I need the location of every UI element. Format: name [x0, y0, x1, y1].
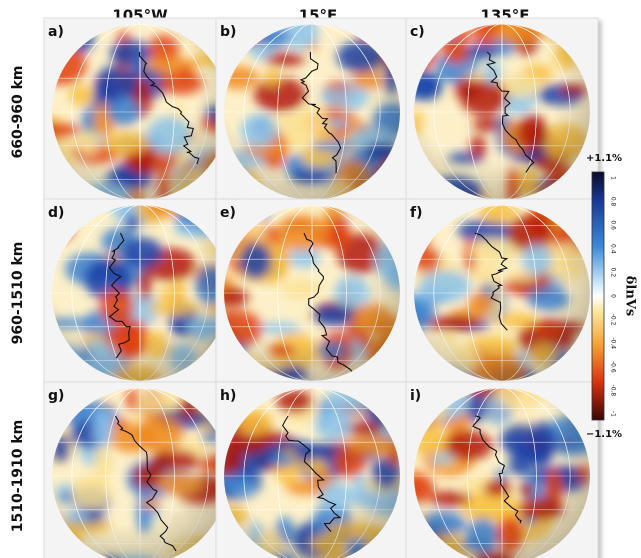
colorbar-tick-label: 0.4 [610, 244, 617, 254]
panel-label: a) [48, 24, 64, 40]
panel-label: b) [220, 24, 236, 40]
panel-label: f) [410, 205, 423, 221]
colorbar-tick-label: 0 [610, 294, 617, 298]
row-label: 960-1510 km [10, 242, 26, 345]
globe-shade [414, 388, 590, 558]
colorbar-max: +1.1% [586, 153, 622, 164]
row-label: 1510-1910 km [10, 420, 26, 533]
globe-shade [224, 205, 400, 381]
panel-label: e) [220, 205, 236, 221]
colorbar-tick-label: -1 [610, 411, 617, 417]
colorbar-tick-label: -0.8 [610, 385, 617, 397]
globe-shade [224, 388, 400, 558]
globe-shade [52, 24, 228, 200]
panel-label: h) [220, 388, 236, 404]
panel-label: c) [410, 24, 425, 40]
colorbar-title: δlnVs [623, 276, 638, 316]
colorbar-tick-label: 0.8 [610, 197, 617, 207]
colorbar-tick-label: -0.2 [610, 314, 617, 326]
globe [414, 388, 590, 558]
colorbar-min: −1.1% [586, 429, 622, 440]
colorbar-tick-label: 1 [610, 176, 617, 180]
globe-shade [414, 24, 590, 200]
colorbar [591, 171, 605, 421]
globe-shade [224, 24, 400, 200]
colorbar-tick-label: 0.2 [610, 268, 617, 278]
globe-shade [52, 205, 228, 381]
panel-label: i) [410, 388, 421, 404]
globe [224, 388, 400, 558]
globe-shade [414, 205, 590, 381]
row-label: 660-960 km [10, 65, 26, 158]
panel-label: g) [48, 388, 64, 404]
colorbar-tick-label: -0.6 [610, 361, 617, 373]
colorbar-tick-label: -0.4 [610, 337, 617, 349]
panel-label: d) [48, 205, 64, 221]
colorbar-tick-label: 0.6 [610, 220, 617, 230]
globe-shade [52, 388, 228, 558]
